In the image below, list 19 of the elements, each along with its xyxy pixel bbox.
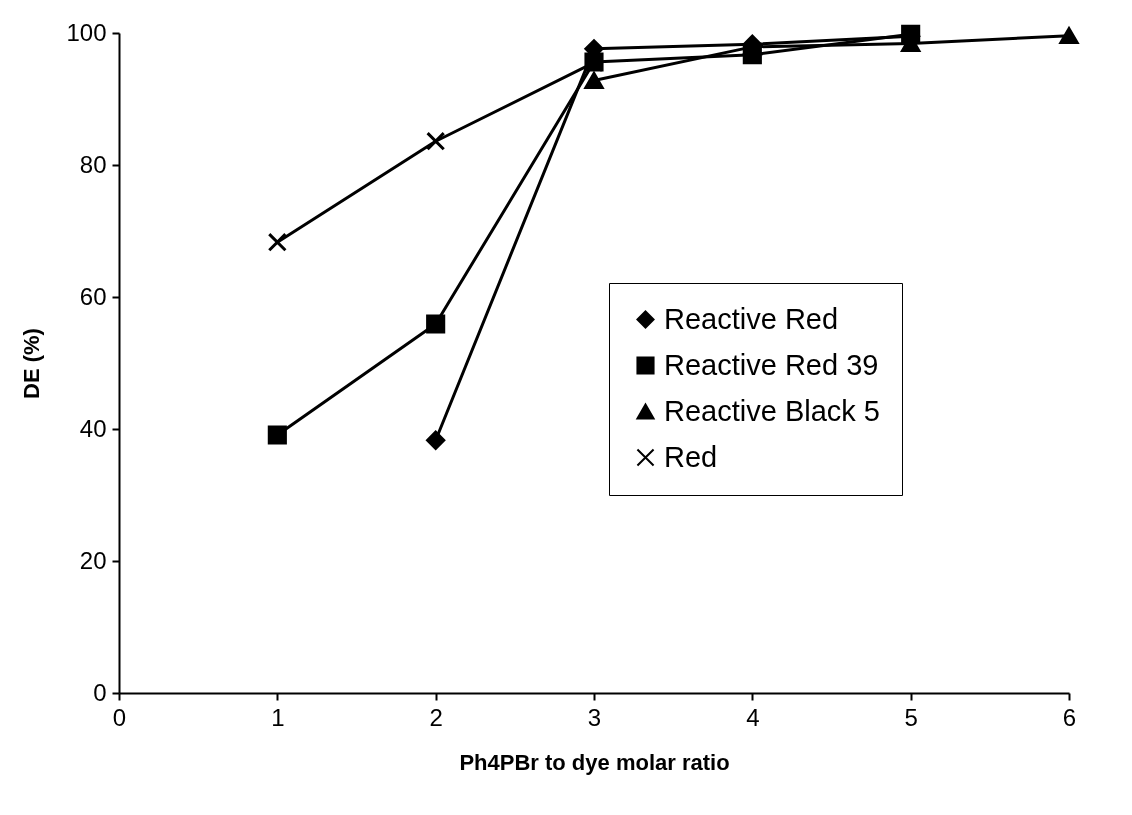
- legend-label: Reactive Red 39: [664, 348, 879, 381]
- y-tick-label: 40: [79, 414, 107, 442]
- legend-label: Red: [664, 440, 718, 473]
- x-tick-label: 1: [271, 703, 285, 731]
- x-tick-label: 2: [429, 703, 443, 731]
- x-tick-label: 5: [904, 703, 918, 731]
- x-tick-label: 3: [587, 703, 602, 731]
- y-tick-label: 0: [93, 678, 107, 706]
- y-tick-label: 60: [79, 282, 107, 310]
- y-axis-title: DE (%): [19, 328, 45, 399]
- y-tick-label: 100: [66, 18, 107, 46]
- x-tick-label: 4: [746, 703, 760, 731]
- legend-label: Reactive Red: [664, 302, 839, 335]
- x-tick-label: 6: [1062, 703, 1077, 731]
- y-tick-label: 80: [79, 150, 107, 178]
- x-axis-title: Ph4PBr to dye molar ratio: [459, 749, 730, 775]
- y-tick-label: 20: [79, 546, 107, 574]
- x-tick-label: 0: [112, 703, 127, 731]
- legend-label: Reactive Black 5: [664, 394, 880, 427]
